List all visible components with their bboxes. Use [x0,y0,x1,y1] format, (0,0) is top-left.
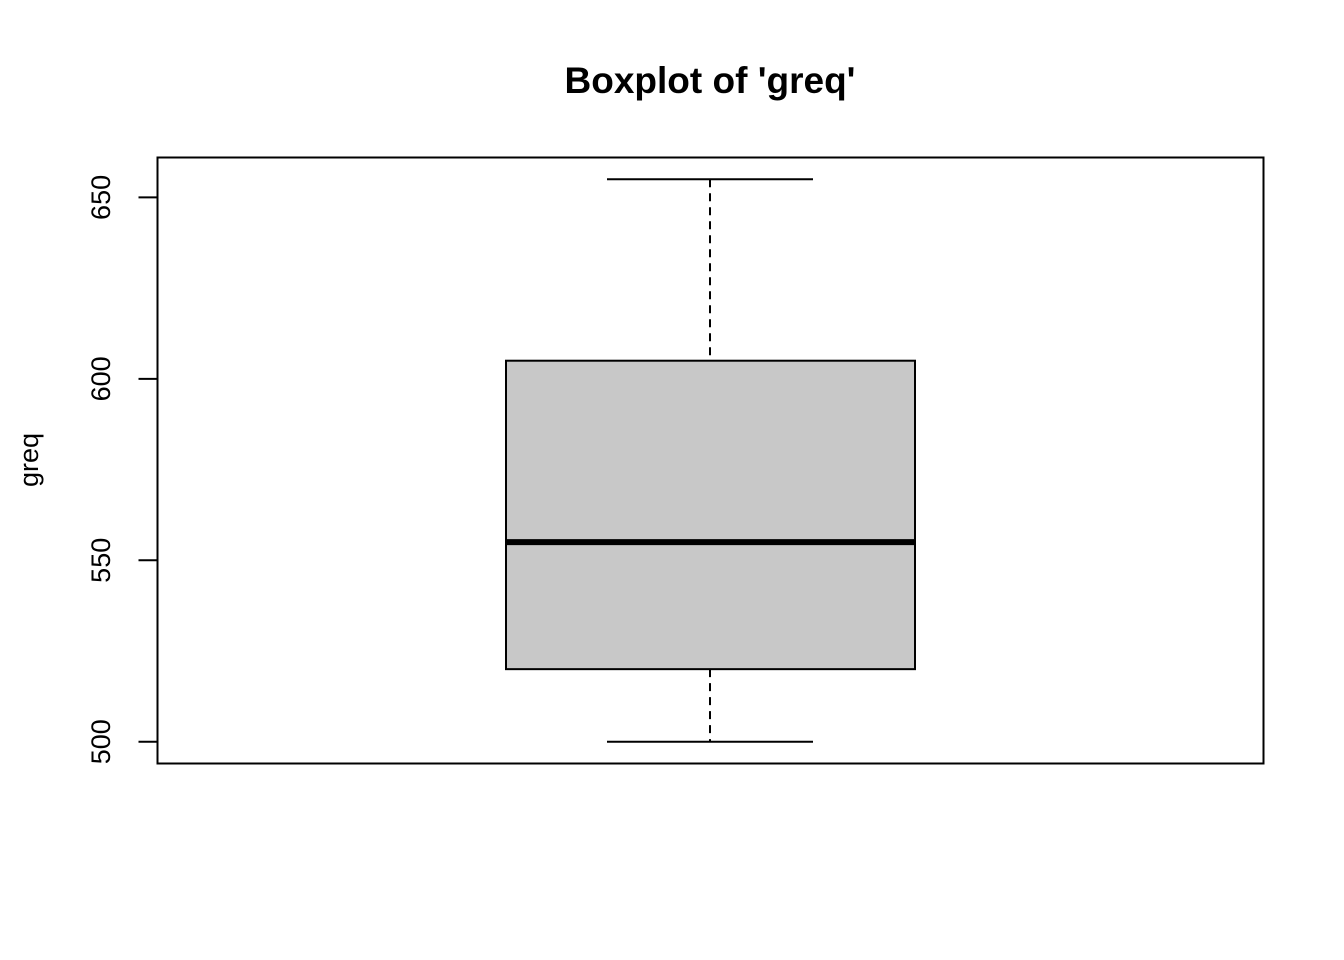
y-tick-label: 500 [86,719,116,764]
interquartile-box [505,359,916,671]
y-tick-label: 550 [86,538,116,583]
box-group [505,178,916,743]
y-axis: 500 550 600 650 [86,175,159,764]
y-axis-label: greq [14,433,44,487]
y-tick-label: 600 [86,356,116,401]
y-tick-label: 650 [86,175,116,220]
chart-title: Boxplot of 'greq' [565,60,856,101]
